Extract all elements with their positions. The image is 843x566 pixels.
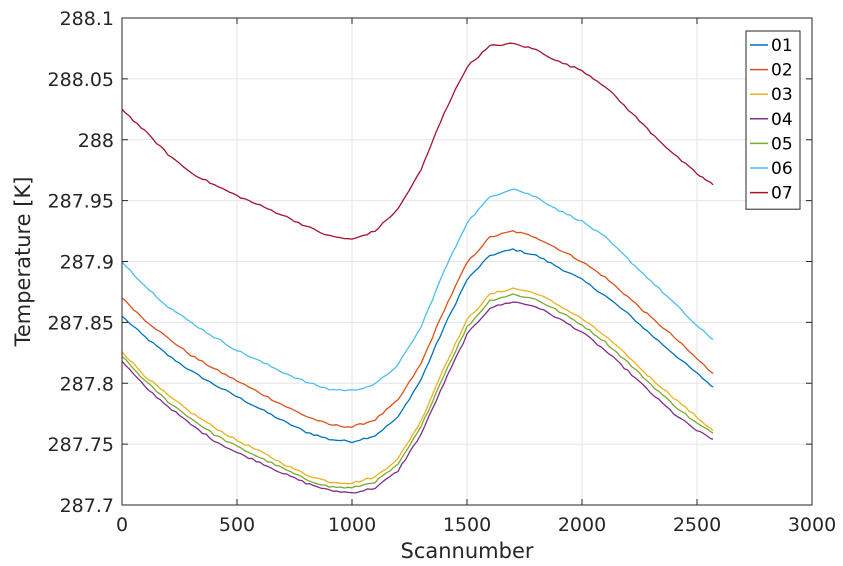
- x-tick-label: 0: [116, 514, 128, 536]
- x-axis-label: Scannumber: [400, 539, 533, 563]
- series-line-02: [121, 230, 714, 428]
- x-tick-label: 3000: [788, 514, 836, 536]
- legend-label-03: 03: [771, 85, 793, 105]
- series-lines: [121, 42, 714, 494]
- legend-label-02: 02: [771, 61, 793, 81]
- legend-label-06: 06: [771, 159, 793, 179]
- y-tick-label: 287.95: [48, 191, 114, 213]
- y-axis-ticks: 287.7 287.75 287.8 287.85 287.9 287.95 288 288.…: [48, 8, 812, 517]
- y-tick-label: 287.9: [60, 252, 114, 274]
- series-line-03: [121, 287, 714, 485]
- x-tick-label: 1000: [328, 514, 376, 536]
- series-line-04: [121, 301, 714, 494]
- legend-label-01: 01: [771, 36, 793, 56]
- series-line-06: [121, 188, 714, 392]
- x-tick-label: 2500: [673, 514, 721, 536]
- series-line-05: [121, 293, 714, 489]
- y-axis-label: Temperature [K]: [11, 177, 35, 348]
- legend-box: [745, 30, 801, 210]
- y-tick-label: 287.7: [60, 495, 114, 517]
- x-tick-label: 1500: [443, 514, 491, 536]
- y-tick-label: 287.85: [48, 312, 114, 334]
- x-axis-ticks: 0 500 1000 1500 2000 2500 3000: [116, 18, 836, 536]
- legend: 01 02 03 04 05 06 07: [745, 30, 801, 210]
- y-tick-label: 288.05: [48, 69, 114, 91]
- legend-label-04: 04: [771, 110, 793, 130]
- y-tick-label: 287.8: [60, 373, 114, 395]
- y-tick-label: 288.1: [60, 8, 114, 30]
- series-line-01: [121, 248, 714, 444]
- y-tick-label: 287.75: [48, 434, 114, 456]
- series-line-07: [121, 42, 714, 240]
- x-tick-label: 500: [219, 514, 255, 536]
- x-tick-label: 2000: [558, 514, 606, 536]
- legend-label-07: 07: [771, 184, 793, 204]
- legend-label-05: 05: [771, 134, 793, 154]
- y-tick-label: 288: [78, 130, 114, 152]
